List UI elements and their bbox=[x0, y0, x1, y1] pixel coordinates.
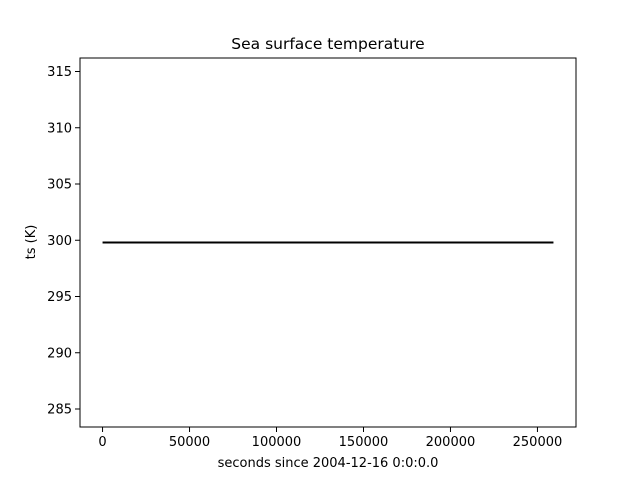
x-tick-label: 100000 bbox=[252, 435, 302, 450]
x-tick-label: 200000 bbox=[426, 435, 476, 450]
y-tick-label: 305 bbox=[47, 178, 72, 193]
x-tick-label: 150000 bbox=[339, 435, 389, 450]
x-tick-label: 250000 bbox=[513, 435, 563, 450]
plot-area: 0 50000 100000 150000 200000 250000 285 290 295 3… bbox=[47, 57, 577, 450]
y-axis-label: ts (K) bbox=[24, 225, 39, 260]
axes-frame bbox=[79, 57, 577, 428]
x-tick-label: 50000 bbox=[169, 435, 210, 450]
y-tick-label: 310 bbox=[47, 121, 72, 136]
y-tick-label: 315 bbox=[47, 65, 72, 80]
y-tick-label: 295 bbox=[47, 290, 72, 305]
y-tick-label: 285 bbox=[47, 403, 72, 418]
y-tick-label: 300 bbox=[47, 234, 72, 249]
chart-title: Sea surface temperature bbox=[231, 35, 424, 53]
x-tick-label: 0 bbox=[98, 435, 106, 450]
y-tick-label: 290 bbox=[47, 346, 72, 361]
x-axis-label: seconds since 2004-12-16 0:0:0.0 bbox=[218, 456, 439, 471]
